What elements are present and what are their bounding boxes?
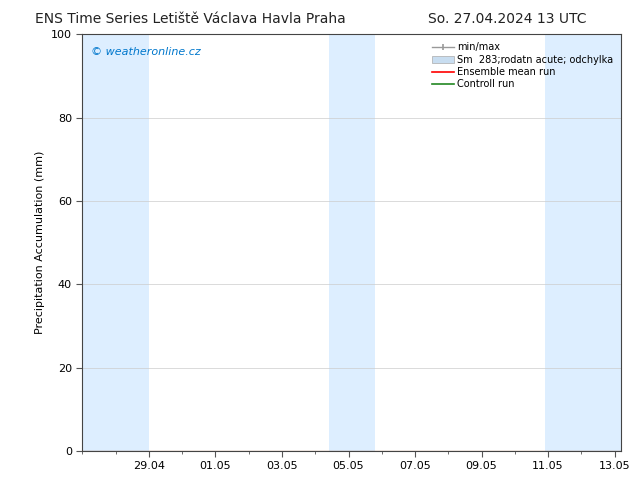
Text: So. 27.04.2024 13 UTC: So. 27.04.2024 13 UTC	[428, 12, 586, 26]
Bar	[82, 34, 149, 451]
Bar	[545, 34, 621, 451]
Text: © weatheronline.cz: © weatheronline.cz	[91, 47, 200, 57]
Y-axis label: Precipitation Accumulation (mm): Precipitation Accumulation (mm)	[36, 151, 46, 334]
Legend: min/max, Sm  283;rodatn acute; odchylka, Ensemble mean run, Controll run: min/max, Sm 283;rodatn acute; odchylka, …	[429, 39, 616, 92]
Text: ENS Time Series Letiště Václava Havla Praha: ENS Time Series Letiště Václava Havla Pr…	[35, 12, 346, 26]
Bar	[328, 34, 375, 451]
